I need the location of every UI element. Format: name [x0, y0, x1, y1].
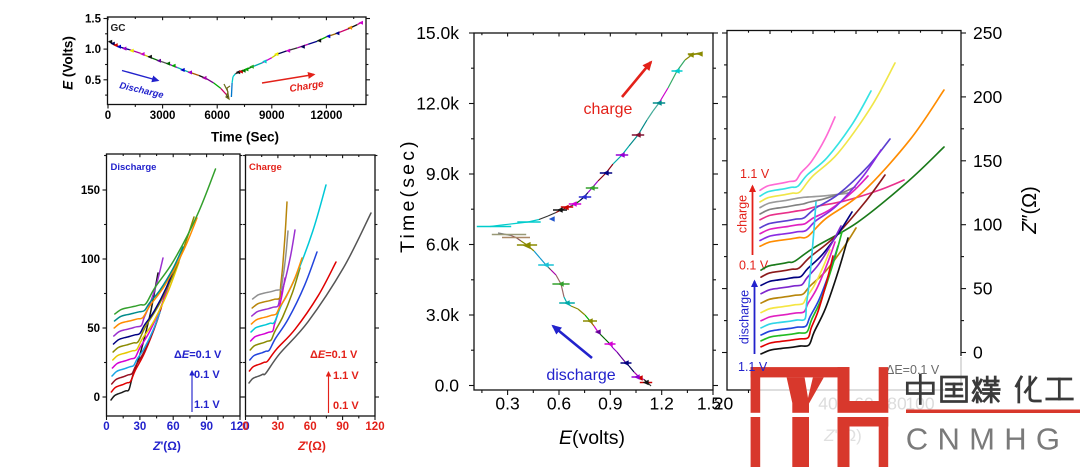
svg-text:1.1 V: 1.1 V: [738, 360, 768, 374]
svg-text:80: 80: [887, 394, 907, 414]
svg-text:90: 90: [200, 421, 213, 433]
svg-text:0.3: 0.3: [495, 394, 519, 414]
svg-text:charge: charge: [584, 101, 633, 118]
svg-text:40: 40: [818, 394, 838, 414]
svg-text:60: 60: [167, 421, 180, 433]
svg-text:Z″(Ω): Z″(Ω): [1019, 186, 1041, 235]
svg-text:30: 30: [134, 421, 147, 433]
svg-text:12.0k: 12.0k: [416, 94, 459, 114]
svg-text:9000: 9000: [259, 110, 285, 122]
svg-text:Time(sec): Time(sec): [397, 138, 419, 253]
svg-text:ΔE=0.1 V: ΔE=0.1 V: [886, 363, 940, 377]
svg-text:15.0k: 15.0k: [416, 23, 459, 43]
svg-text:1.5: 1.5: [85, 14, 102, 26]
svg-text:0.5: 0.5: [85, 75, 102, 87]
svg-text:120: 120: [230, 421, 249, 433]
svg-text:Z'(Ω): Z'(Ω): [297, 439, 326, 453]
svg-text:0.1 V: 0.1 V: [739, 259, 769, 273]
svg-text:discharge: discharge: [738, 290, 752, 344]
svg-text:0: 0: [973, 343, 983, 363]
svg-text:9.0k: 9.0k: [426, 164, 459, 184]
svg-text:250: 250: [973, 23, 1002, 43]
svg-text:ΔE=0.1 V: ΔE=0.1 V: [174, 349, 222, 361]
svg-text:0.0: 0.0: [435, 376, 460, 396]
svg-text:discharge: discharge: [546, 367, 615, 384]
svg-text:0.1 V: 0.1 V: [194, 369, 220, 381]
svg-text:6000: 6000: [204, 110, 230, 122]
svg-text:120: 120: [365, 421, 384, 433]
svg-text:0: 0: [94, 392, 100, 404]
svg-text:0: 0: [105, 110, 111, 122]
svg-text:150: 150: [81, 185, 100, 197]
svg-text:20: 20: [714, 394, 734, 414]
svg-text:E(volts): E(volts): [559, 427, 625, 449]
svg-text:Charge: Charge: [249, 162, 282, 173]
svg-text:90: 90: [336, 421, 349, 433]
svg-text:50: 50: [87, 323, 100, 335]
svg-text:Time (Sec): Time (Sec): [211, 130, 279, 145]
svg-text:1.2: 1.2: [650, 394, 674, 414]
svg-text:0.6: 0.6: [547, 394, 571, 414]
svg-text:GC: GC: [111, 23, 126, 34]
svg-text:12000: 12000: [310, 110, 342, 122]
svg-text:200: 200: [973, 87, 1002, 107]
svg-text:Charge: Charge: [289, 79, 325, 95]
svg-text:50: 50: [973, 279, 993, 299]
svg-text:1.1 V: 1.1 V: [333, 370, 359, 382]
svg-text:100: 100: [81, 254, 100, 266]
svg-text:E (Volts): E (Volts): [61, 36, 76, 90]
svg-text:30: 30: [272, 421, 285, 433]
svg-text:150: 150: [973, 151, 1002, 171]
svg-text:charge: charge: [736, 195, 750, 233]
svg-text:1.5: 1.5: [697, 394, 721, 414]
svg-text:1.1 V: 1.1 V: [740, 167, 770, 181]
svg-text:ΔE=0.1 V: ΔE=0.1 V: [310, 349, 358, 361]
svg-text:0: 0: [242, 421, 248, 433]
svg-text:Z'(Ω): Z'(Ω): [152, 439, 181, 453]
svg-text:6.0k: 6.0k: [426, 235, 459, 255]
svg-text:0.9: 0.9: [598, 394, 622, 414]
svg-text:3.0k: 3.0k: [426, 305, 459, 325]
svg-text:100: 100: [973, 215, 1002, 235]
svg-text:3000: 3000: [150, 110, 176, 122]
svg-text:0: 0: [103, 421, 109, 433]
svg-text:1.1 V: 1.1 V: [194, 399, 220, 411]
svg-text:60: 60: [304, 421, 317, 433]
svg-text:Discharge: Discharge: [111, 162, 157, 173]
svg-text:0.1 V: 0.1 V: [333, 400, 359, 412]
svg-text:1.0: 1.0: [85, 44, 101, 56]
